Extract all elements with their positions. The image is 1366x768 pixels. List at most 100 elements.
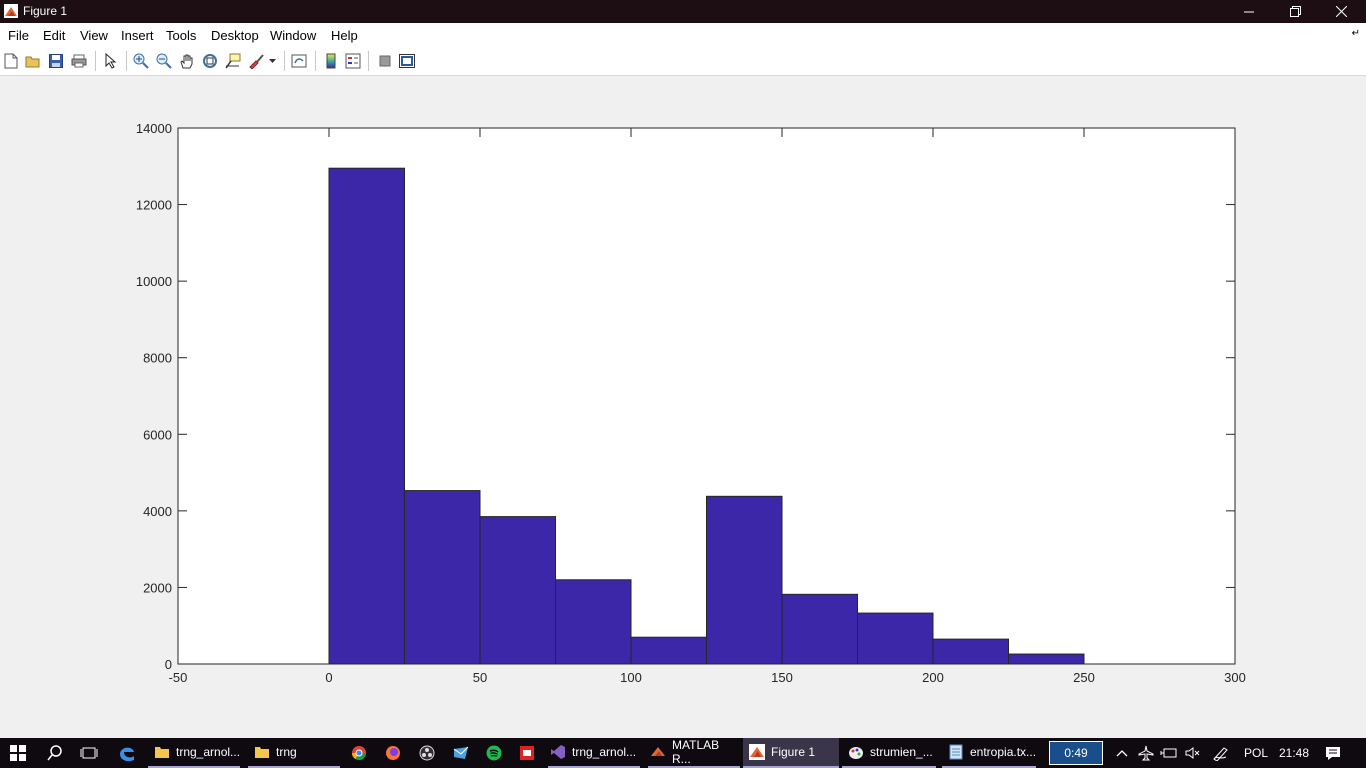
task-view-button[interactable] (72, 738, 106, 768)
pan-hand-icon[interactable] (178, 52, 196, 70)
new-figure-icon[interactable] (2, 52, 20, 70)
zoom-in-icon[interactable] (132, 52, 150, 70)
taskbar-item[interactable]: entropia.tx... (942, 738, 1036, 768)
battery-plug-icon (1160, 748, 1177, 758)
y-tick-label: 14000 (136, 121, 172, 136)
taskbar-item[interactable] (486, 738, 504, 768)
toolbar-separator (95, 51, 96, 71)
app-icon (520, 746, 534, 760)
chevron-up-icon (1116, 750, 1128, 757)
minimize-button[interactable] (1226, 0, 1272, 23)
axes-frame (177, 127, 1236, 665)
taskbar-item[interactable] (519, 738, 537, 768)
colorbar-icon[interactable] (322, 52, 340, 70)
title-bar: Figure 1 (0, 0, 1366, 23)
edit-plot-arrow-icon[interactable] (102, 52, 120, 70)
figure-toolbar (0, 47, 1366, 76)
input-language-indicator[interactable]: POL (1244, 738, 1268, 768)
notepad-icon (949, 744, 963, 760)
taskbar-item[interactable] (419, 738, 437, 768)
window-title: Figure 1 (23, 4, 68, 18)
menu-edit[interactable]: Edit (43, 28, 66, 43)
menu-desktop[interactable]: Desktop (211, 28, 259, 43)
x-tick-label: 50 (473, 670, 487, 685)
histogram-bar (479, 516, 556, 665)
close-button[interactable] (1318, 0, 1364, 23)
search-button[interactable] (38, 738, 72, 768)
dock-arrow-icon[interactable]: ↵ (1351, 28, 1360, 39)
x-tick-label: 0 (325, 670, 332, 685)
timer-value: 0:49 (1064, 746, 1088, 760)
tray-icon[interactable] (1137, 738, 1155, 768)
taskbar-item-active[interactable]: Figure 1 (743, 738, 839, 768)
histogram-bar (555, 579, 632, 665)
histogram-bar (328, 167, 405, 665)
firefox-icon (386, 746, 400, 760)
y-tick-label: 6000 (143, 427, 172, 442)
taskbar-item[interactable]: MATLAB R... (648, 738, 740, 768)
taskbar-item[interactable] (351, 738, 369, 768)
chevron-down-icon[interactable] (266, 52, 278, 70)
edge-button[interactable] (110, 738, 144, 768)
spotify-icon (486, 745, 502, 761)
folder-icon (155, 747, 169, 758)
taskbar-item-label: strumien_... (870, 745, 933, 759)
rotate-3d-icon[interactable] (201, 52, 219, 70)
volume-muted-icon (1185, 747, 1200, 759)
action-center-button[interactable] (1322, 738, 1344, 768)
taskbar-item-label: MATLAB R... (672, 738, 720, 766)
histogram-bar (630, 636, 707, 665)
show-hidden-icons-button[interactable] (1113, 738, 1131, 768)
open-file-icon[interactable] (24, 52, 42, 70)
toolbar-separator (368, 51, 369, 71)
taskbar-item[interactable]: trng_arnol... (548, 738, 640, 768)
y-tick-label: 8000 (143, 351, 172, 366)
brush-icon[interactable] (248, 52, 266, 70)
histogram-bar (781, 593, 858, 665)
show-plot-tools-icon[interactable] (398, 52, 416, 70)
tray-icon[interactable] (1184, 738, 1202, 768)
histogram-bar (706, 495, 783, 665)
zoom-out-icon[interactable] (155, 52, 173, 70)
menu-insert[interactable]: Insert (121, 28, 154, 43)
tray-icon[interactable] (1160, 738, 1178, 768)
toolbar-separator (315, 51, 316, 71)
clock[interactable]: 21:48 (1279, 738, 1309, 768)
x-tick-label: 100 (620, 670, 642, 685)
data-cursor-icon[interactable] (224, 52, 242, 70)
menu-tools[interactable]: Tools (166, 28, 197, 43)
x-tick-label: 300 (1224, 670, 1246, 685)
taskbar-item[interactable]: trng_arnol... (148, 738, 240, 768)
histogram-plot[interactable]: -50 0 50 100 150 200 250 3000200040006000800010… (0, 76, 1366, 738)
notifications-icon (1326, 746, 1340, 760)
taskbar-item[interactable]: strumien_... (842, 738, 936, 768)
toolbar-separator (284, 51, 285, 71)
x-tick-label: 250 (1073, 670, 1095, 685)
restore-button[interactable] (1272, 0, 1318, 23)
timer-widget[interactable]: 0:49 (1049, 741, 1103, 765)
link-plot-icon[interactable] (290, 52, 308, 70)
taskbar-item[interactable] (385, 738, 403, 768)
tray-icon[interactable] (1212, 738, 1230, 768)
save-icon[interactable] (47, 52, 65, 70)
legend-icon[interactable] (344, 52, 362, 70)
x-tick-label: -50 (169, 670, 188, 685)
taskbar-item[interactable] (453, 738, 471, 768)
x-tick-label: 150 (771, 670, 793, 685)
mail-icon (453, 746, 469, 759)
taskbar-item[interactable]: trng (248, 738, 340, 768)
taskbar-item-label: trng_arnol... (176, 745, 241, 759)
edge-icon (120, 747, 134, 762)
menu-help[interactable]: Help (331, 28, 358, 43)
airplane-mode-icon (1138, 745, 1154, 761)
hide-plot-tools-icon[interactable] (376, 52, 394, 70)
start-button[interactable] (0, 738, 36, 768)
histogram-bar (857, 612, 934, 665)
histogram-bar (404, 490, 481, 665)
menu-window[interactable]: Window (270, 28, 317, 43)
print-icon[interactable] (70, 52, 88, 70)
close-icon (1335, 6, 1347, 17)
pen-ink-icon (1213, 747, 1228, 761)
menu-file[interactable]: File (8, 28, 29, 43)
menu-view[interactable]: View (80, 28, 108, 43)
